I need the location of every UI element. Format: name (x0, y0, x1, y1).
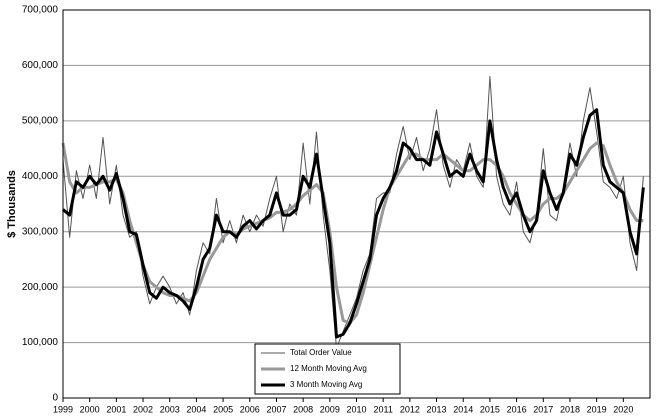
x-tick-label: 2011 (374, 404, 393, 414)
plot-border (62, 9, 651, 399)
plot-area (62, 9, 651, 399)
x-tick-label: 2020 (613, 404, 633, 414)
x-tick-label: 2007 (266, 404, 286, 414)
x-tick-label: 2016 (507, 404, 527, 414)
x-tick-label: 2000 (80, 404, 100, 414)
x-tick-label: 2009 (320, 404, 340, 414)
x-tick-label: 2008 (293, 404, 313, 414)
x-tick-label: 2004 (186, 404, 206, 414)
x-tick-label: 2006 (240, 404, 260, 414)
x-tick-label: 2017 (533, 404, 553, 414)
x-tick-label: 2005 (213, 404, 233, 414)
x-tick-label: 1999 (53, 404, 73, 414)
legend-label: 3 Month Moving Avg (290, 380, 362, 389)
y-tick-label: 0 (52, 393, 58, 404)
y-tick-label: 600,000 (22, 60, 59, 71)
y-tick-label: 300,000 (22, 226, 59, 237)
x-tick-label: 2015 (480, 404, 500, 414)
x-tick-label: 2003 (160, 404, 180, 414)
y-tick-label: 200,000 (22, 282, 59, 293)
x-tick-label: 2014 (453, 404, 473, 414)
legend-label: Total Order Value (290, 348, 352, 357)
y-axis-label: $ Thousands (6, 170, 18, 238)
x-tick-label: 2018 (560, 404, 580, 414)
legend-label: 12 Month Moving Avg (290, 364, 367, 373)
x-tick-label: 2019 (587, 404, 607, 414)
x-tick-label: 2010 (346, 404, 366, 414)
x-tick-label: 2013 (427, 404, 447, 414)
x-tick-label: 2012 (400, 404, 420, 414)
y-tick-label: 700,000 (22, 5, 59, 16)
series-line (62, 108, 645, 339)
x-tick-label: 2001 (106, 404, 126, 414)
y-tick-label: 500,000 (22, 115, 59, 126)
x-tick-label: 2002 (133, 404, 153, 414)
y-tick-label: 400,000 (22, 171, 59, 182)
y-tick-label: 100,000 (22, 337, 59, 348)
